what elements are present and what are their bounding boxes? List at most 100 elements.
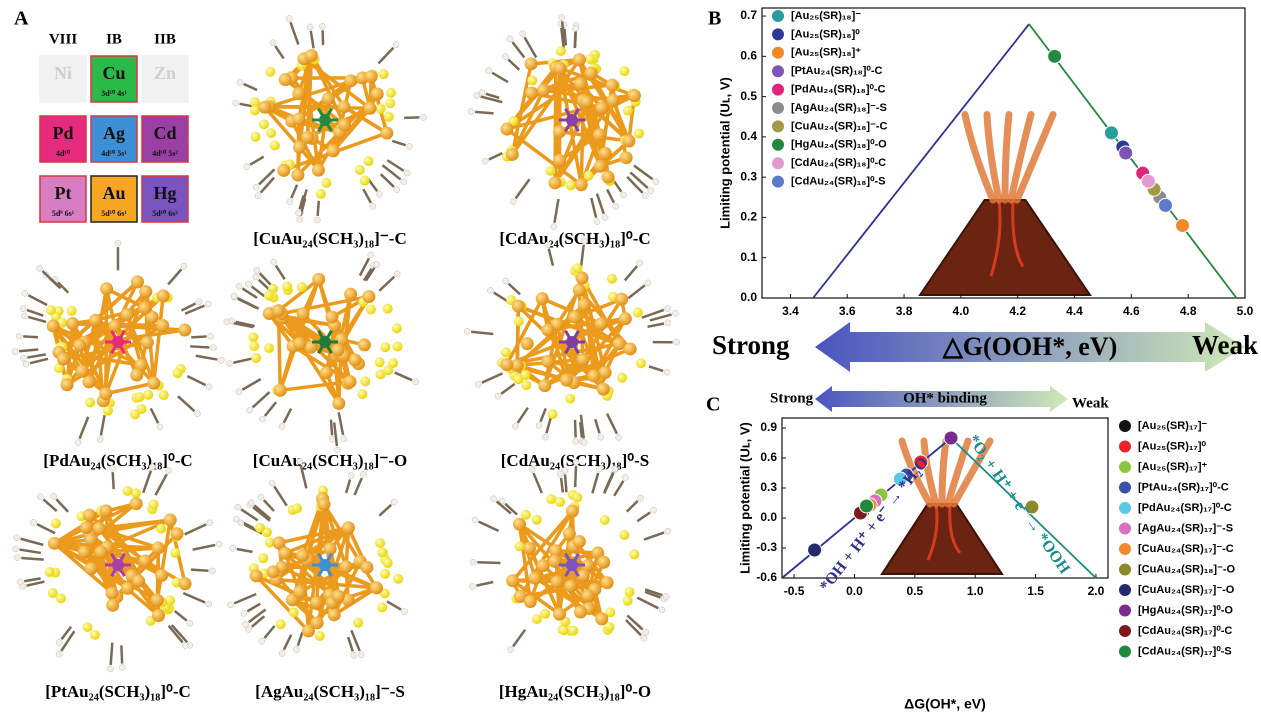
legend-label: [AgAu₂₄(SR)₁₈]⁻-S: [791, 102, 887, 114]
sulfur-atom: [259, 119, 269, 129]
volcano-body: [920, 200, 1090, 295]
hydrogen: [51, 493, 57, 499]
hydrogen: [194, 411, 200, 417]
sulfur-atom: [173, 368, 183, 378]
hydrogen: [218, 357, 224, 363]
legend-marker: [1119, 605, 1131, 617]
hydrogen: [269, 480, 275, 486]
sulfur-atom: [565, 394, 575, 404]
hydrogen: [279, 423, 285, 429]
ligand-bond: [489, 153, 502, 159]
group-label: IB: [106, 31, 122, 47]
hydrogen: [238, 520, 244, 526]
gold-atom: [620, 151, 633, 164]
ligand-bond: [191, 570, 209, 571]
hydrogen: [236, 283, 242, 289]
legend-label: [CdAu₂₄(SR)₁₇]⁰-S: [1138, 645, 1232, 657]
cluster-image: [470, 459, 671, 653]
hydrogen: [559, 15, 565, 21]
gold-atom: [164, 514, 177, 527]
element-symbol: Cu: [102, 63, 125, 83]
gold-atom: [296, 549, 309, 562]
gold-atom: [342, 521, 355, 534]
sulfur-atom: [623, 596, 633, 606]
gold-atom: [328, 608, 341, 621]
ligand-bond: [525, 37, 537, 57]
legend-marker: [1119, 625, 1131, 637]
gold-atom: [132, 574, 145, 587]
gold-atom: [147, 377, 160, 390]
hydrogen: [650, 507, 656, 513]
gold-atom: [279, 547, 292, 560]
ligand-bond: [24, 578, 40, 581]
gold-atom: [581, 589, 594, 602]
gold-atom: [506, 574, 519, 587]
ligand-bond: [30, 359, 48, 363]
element-config: 5d¹⁰ 6s¹: [101, 209, 127, 218]
sulfur-atom: [135, 392, 145, 402]
gold-atom: [578, 298, 591, 311]
gold-atom: [595, 317, 608, 330]
panel-label: A: [14, 8, 29, 30]
hydrogen: [642, 193, 648, 199]
sulfur-atom: [366, 304, 376, 314]
legend-label: [PtAu₂₄(SR)₁₈]⁰-C: [791, 65, 882, 77]
y-tick-label: 0.0: [760, 510, 777, 524]
gold-atom: [152, 541, 165, 554]
gold-atom: [344, 74, 357, 87]
hydrogen: [16, 333, 22, 339]
element-symbol: Cd: [153, 123, 176, 143]
hydrogen: [479, 90, 485, 96]
ligand-bond: [27, 582, 45, 586]
gold-atom: [292, 112, 305, 125]
gold-atom: [121, 582, 134, 595]
gold-atom: [317, 498, 330, 511]
gold-atom: [258, 101, 271, 114]
sulfur-atom: [264, 291, 274, 301]
hydrogen: [20, 355, 26, 361]
sulfur-atom: [156, 524, 166, 534]
ligand-bond: [264, 500, 274, 511]
legend-label: [CuAu₂₄(SR)₁₇]⁻-O: [1138, 584, 1235, 596]
cluster-label: [CdAu₂₄(SCH₃)₁₈]⁰-C: [499, 229, 650, 248]
ligand-bond: [501, 384, 515, 394]
ligand-bond: [648, 324, 664, 327]
gold-atom: [85, 562, 98, 575]
ligand-bond: [113, 472, 114, 489]
gold-atom: [573, 535, 586, 548]
legend-label: [Au₂₅(SR)₁₈]⁻: [791, 10, 861, 22]
gold-atom: [66, 317, 79, 330]
gold-atom: [624, 342, 637, 355]
gold-atom: [130, 497, 143, 510]
x-tick-label: 0.5: [906, 584, 923, 598]
cluster-label: [CuAu₂₄(SCH₃)₁₈]⁻-O: [253, 451, 407, 470]
hydrogen: [21, 313, 27, 319]
legend-label: [CdAu₂₄(SR)₁₇]⁰-C: [1138, 625, 1232, 637]
gold-atom: [371, 87, 384, 100]
flame: [942, 441, 946, 504]
hydrogen: [402, 609, 408, 615]
x-axis-label: ΔG(OH*, eV): [904, 696, 986, 712]
hydrogen: [208, 333, 214, 339]
ligand-bond: [581, 245, 584, 268]
hydrogen: [612, 466, 618, 472]
gold-atom: [573, 53, 586, 66]
sulfur-atom: [258, 553, 268, 563]
hydrogen: [672, 310, 678, 316]
gold-atom: [606, 94, 619, 107]
gold-atom: [305, 49, 318, 62]
ligand-bond: [625, 266, 637, 280]
gold-atom: [370, 581, 383, 594]
sulfur-atom: [607, 274, 617, 284]
gold-atom: [106, 599, 119, 612]
cluster-label: [CuAu₂₄(SCH₃)₁₈]⁻-C: [253, 229, 406, 248]
ligand-bond: [250, 157, 263, 165]
ligand-bond: [196, 356, 218, 360]
hydrogen: [665, 528, 671, 534]
element-config: 3d¹⁰ 4s¹: [101, 89, 127, 98]
hydrogen: [374, 262, 380, 268]
hydrogen: [329, 436, 335, 442]
legend-marker: [772, 176, 784, 188]
ligand-bond: [565, 474, 566, 492]
data-point: [1048, 49, 1062, 63]
